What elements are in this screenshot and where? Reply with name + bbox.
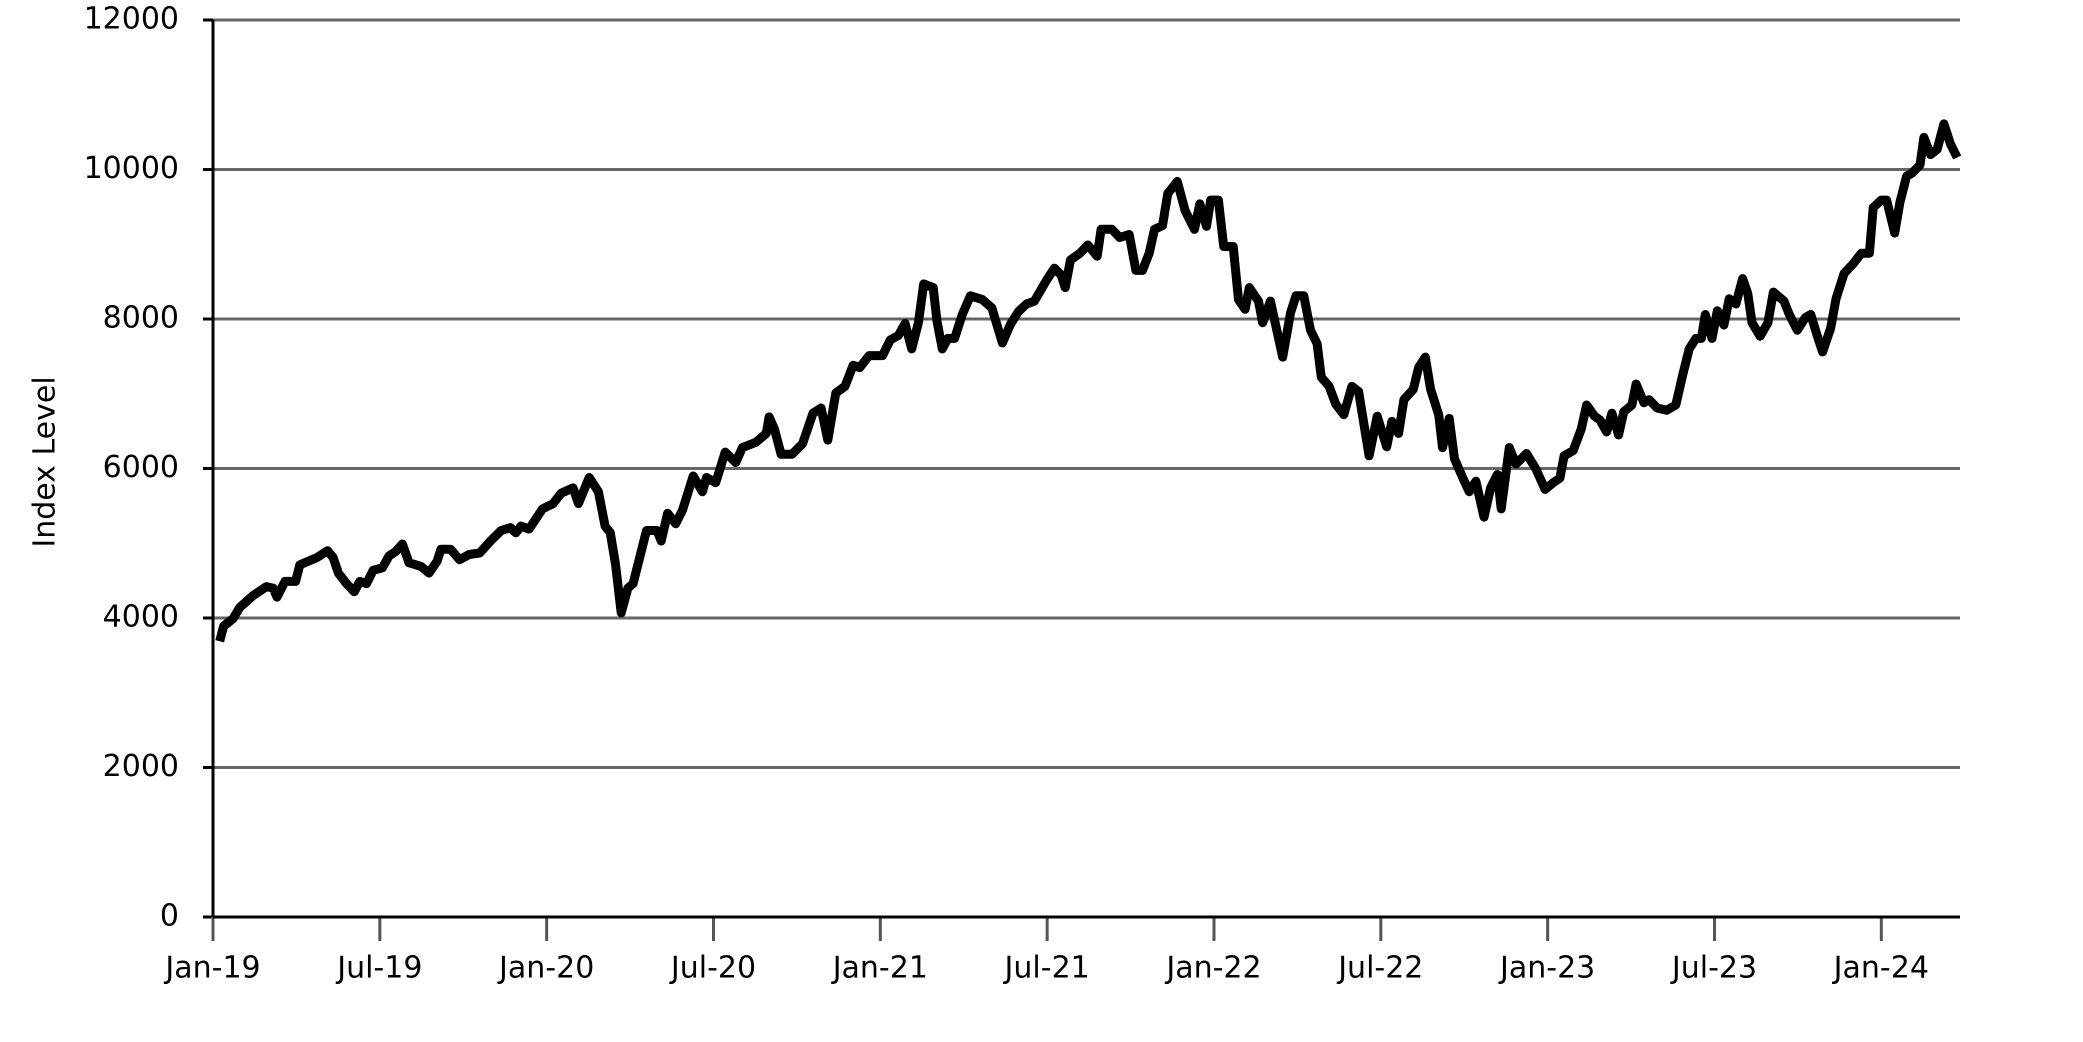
- data-line: [215, 119, 1962, 643]
- y-tick-label: 6000: [103, 450, 179, 485]
- y-tick-label: 2000: [103, 749, 179, 784]
- x-tick-label: Jul-23: [1670, 951, 1757, 986]
- x-tick-label: Jul-21: [1003, 951, 1090, 986]
- x-tick-label: Jan-23: [1498, 951, 1595, 986]
- x-tick-label: Jan-21: [831, 951, 928, 986]
- y-tick-label: 12000: [84, 2, 179, 37]
- x-tick-label: Jan-20: [497, 951, 594, 986]
- y-tick-label: 0: [160, 899, 179, 934]
- x-tick-label: Jul-19: [335, 951, 422, 986]
- x-tick-label: Jul-20: [669, 951, 756, 986]
- y-tick-label: 4000: [103, 600, 179, 635]
- x-tick-label: Jan-24: [1832, 951, 1929, 986]
- y-tick-label: 10000: [84, 151, 179, 186]
- y-axis-label: Index Level: [28, 376, 63, 547]
- x-tick-label: Jul-22: [1336, 951, 1423, 986]
- x-tick-label: Jan-19: [163, 951, 260, 986]
- y-tick-label: 8000: [103, 301, 179, 336]
- x-tick-label: Jan-22: [1164, 951, 1261, 986]
